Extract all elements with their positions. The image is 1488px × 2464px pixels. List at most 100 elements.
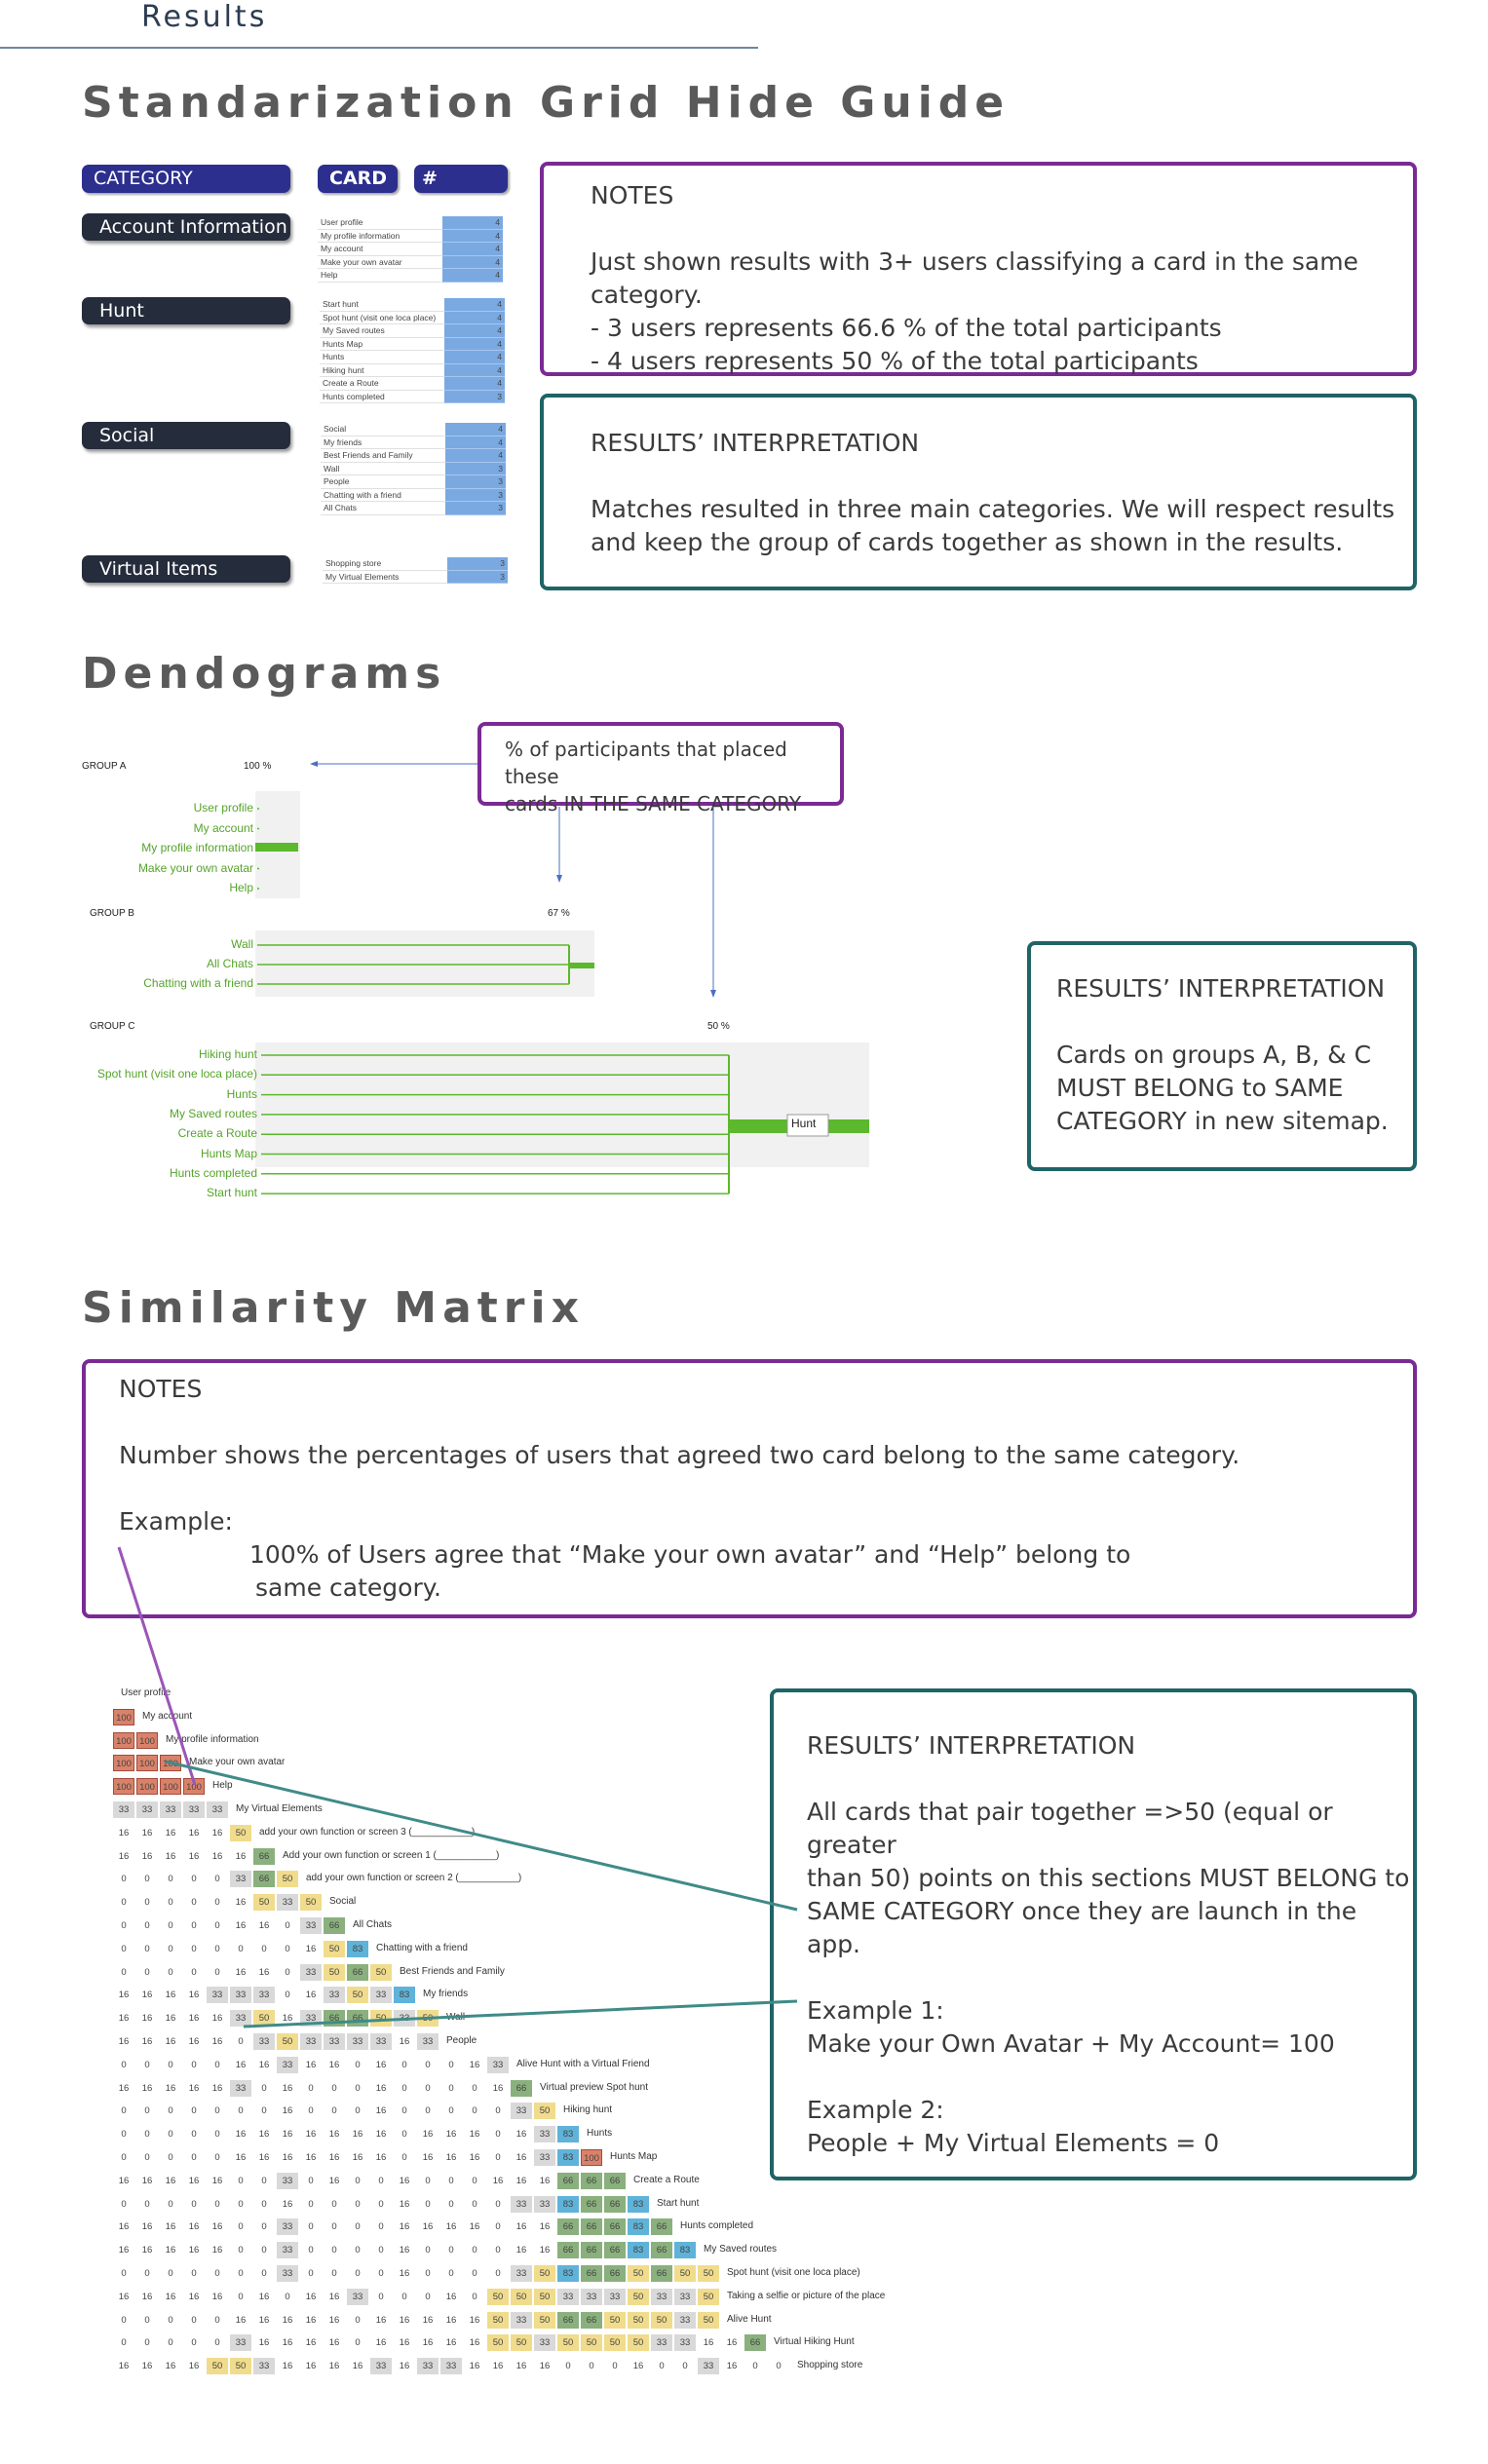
matrix-row-label: My Virtual Elements — [236, 1803, 323, 1814]
matrix-cell: 0 — [121, 2105, 127, 2117]
matrix-cell: 0 — [401, 2291, 407, 2302]
card-row: User profile 4 — [318, 216, 503, 230]
matrix-cell: 100 — [136, 1731, 158, 1749]
matrix-row-label: Alive Hunt with a Virtual Friend — [516, 2058, 650, 2069]
matrix-cell: 50 — [253, 1894, 275, 1912]
matrix-cell: 66 — [581, 2265, 602, 2282]
matrix-cell: 16 — [515, 2245, 527, 2256]
matrix-cell: 16 — [282, 2013, 293, 2025]
matrix-cell: 83 — [628, 2242, 649, 2259]
matrix-cell: 16 — [726, 2361, 738, 2372]
matrix-cell: 16 — [188, 2361, 200, 2372]
results-tab[interactable]: Results — [141, 0, 268, 34]
group-a-bar — [255, 843, 298, 852]
matrix-cell: 33 — [324, 1987, 345, 2004]
group-a-label: GROUP A — [82, 761, 127, 772]
matrix-cell: 0 — [495, 2268, 501, 2279]
matrix-cell: 33 — [370, 1987, 392, 2004]
card-row: Social 4 — [321, 423, 506, 436]
grid-guide-title: Standarization Grid Hide Guide — [82, 78, 1011, 128]
card-user-count: 4 — [444, 323, 505, 338]
matrix-cell: 66 — [581, 2218, 602, 2236]
matrix-cell: 0 — [214, 2105, 220, 2117]
interpretation-box-grid: RESULTS’ INTERPRETATION Matches resulted… — [540, 394, 1417, 590]
matrix-cell: 33 — [230, 2334, 251, 2352]
matrix-cell: 0 — [448, 2082, 454, 2094]
matrix-cell: 16 — [188, 2245, 200, 2256]
matrix-cell: 0 — [331, 2082, 337, 2094]
matrix-cell: 0 — [214, 1943, 220, 1954]
matrix-cell: 33 — [651, 2288, 672, 2305]
matrix-cell: 0 — [238, 2175, 244, 2186]
matrix-cell: 0 — [191, 2152, 197, 2163]
matrix-cell: 33 — [347, 2033, 368, 2050]
matrix-cell: 16 — [328, 2337, 340, 2349]
matrix-cell: 16 — [118, 1850, 130, 1862]
matrix-cell: 16 — [328, 2152, 340, 2163]
matrix-cell: 0 — [355, 2314, 361, 2326]
matrix-cell: 16 — [352, 2361, 363, 2372]
card-user-count: 4 — [444, 350, 505, 364]
card-name: Start hunt — [320, 298, 444, 312]
matrix-cell: 83 — [557, 2126, 579, 2143]
card-user-count: 4 — [445, 436, 506, 449]
matrix-cell: 50 — [487, 2334, 509, 2352]
matrix-cell: 0 — [144, 1874, 150, 1885]
card-name: All Chats — [321, 501, 445, 515]
matrix-cell: 0 — [308, 2082, 314, 2094]
matrix-cell: 66 — [324, 1917, 345, 1934]
matrix-cell: 16 — [141, 2082, 153, 2094]
matrix-cell: 16 — [515, 2361, 527, 2372]
matrix-row-label: Virtual Hiking Hunt — [774, 2336, 855, 2348]
card-group-virtual: Shopping store 3 My Virtual Elements 3 — [323, 557, 508, 584]
matrix-cell: 0 — [308, 2105, 314, 2117]
matrix-cell: 16 — [305, 2291, 317, 2302]
matrix-cell: 50 — [651, 2311, 672, 2329]
matrix-cell: 16 — [258, 2129, 270, 2141]
matrix-cell: 0 — [401, 2105, 407, 2117]
matrix-cell: 0 — [612, 2361, 618, 2372]
matrix-cell: 50 — [300, 1894, 322, 1912]
matrix-cell: 66 — [651, 2218, 672, 2236]
matrix-cell: 50 — [628, 2334, 649, 2352]
matrix-row-label: Spot hunt (visit one loca place) — [727, 2267, 860, 2278]
matrix-cell: 0 — [285, 2291, 290, 2302]
matrix-cell: 0 — [425, 2059, 431, 2070]
card-user-count: 4 — [444, 311, 505, 324]
matrix-cell: 16 — [211, 2082, 223, 2094]
matrix-cell: 0 — [565, 2361, 571, 2372]
matrix-cell: 16 — [375, 2059, 387, 2070]
matrix-cell: 100 — [160, 1778, 181, 1796]
matrix-cell: 0 — [378, 2198, 384, 2210]
matrix-cell: 33 — [674, 2334, 696, 2352]
matrix-cell: 0 — [144, 2268, 150, 2279]
matrix-cell: 0 — [168, 2105, 173, 2117]
matrix-cell: 16 — [375, 2129, 387, 2141]
matrix-cell: 0 — [214, 1897, 220, 1909]
matrix-cell: 66 — [557, 2242, 579, 2259]
matrix-cell: 16 — [118, 2082, 130, 2094]
matrix-cell: 33 — [417, 2358, 439, 2375]
matrix-cell: 33 — [300, 2010, 322, 2028]
matrix-row-label: Alive Hunt — [727, 2313, 772, 2325]
card-group-account: User profile 4 My profile information 4 My a… — [318, 216, 503, 283]
matrix-cell: 0 — [238, 2105, 244, 2117]
matrix-cell: 16 — [492, 2082, 504, 2094]
card-user-count: 4 — [445, 423, 506, 436]
matrix-cell: 16 — [445, 2314, 457, 2326]
matrix-cell: 16 — [515, 2152, 527, 2163]
matrix-row-label: My profile information — [166, 1733, 259, 1745]
callout-arrowhead-a — [310, 761, 318, 767]
matrix-cell: 16 — [235, 2314, 247, 2326]
matrix-cell: 0 — [261, 2221, 267, 2233]
matrix-cell: 0 — [448, 2198, 454, 2210]
matrix-cell: 0 — [355, 2337, 361, 2349]
matrix-cell: 0 — [752, 2361, 758, 2372]
matrix-cell: 0 — [448, 2245, 454, 2256]
matrix-row-label: Virtual preview Spot hunt — [540, 2081, 648, 2093]
card-name: Spot hunt (visit one loca place) — [320, 311, 444, 324]
matrix-cell: 0 — [191, 1966, 197, 1978]
dendogram-leaf-label: Start hunt — [206, 1186, 257, 1200]
matrix-cell: 33 — [113, 1801, 134, 1818]
matrix-cell: 0 — [191, 2268, 197, 2279]
